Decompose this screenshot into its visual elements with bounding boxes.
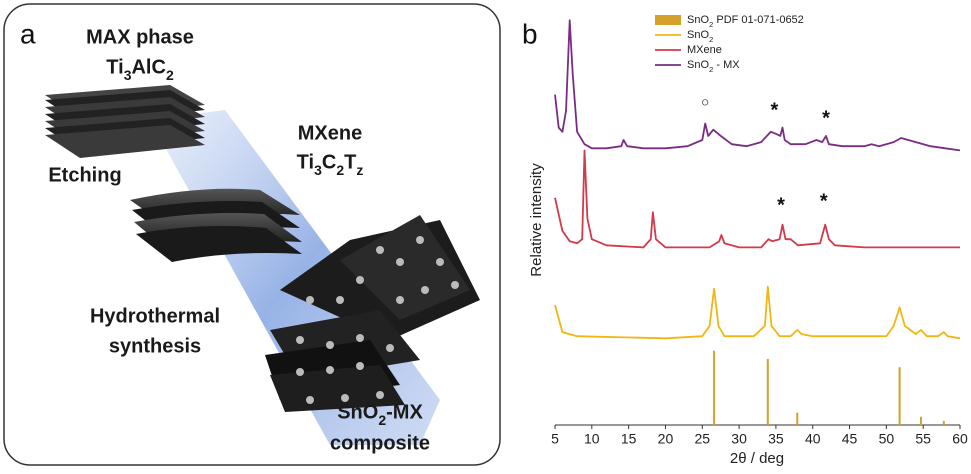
legend-swatch bbox=[655, 15, 681, 25]
xrd-curve bbox=[554, 285, 961, 340]
legend-label: MXene bbox=[687, 44, 722, 56]
x-tick-label: 35 bbox=[768, 431, 784, 447]
step-label: Etching bbox=[48, 164, 121, 186]
reference-peak bbox=[713, 350, 716, 425]
peak-annotation: * bbox=[822, 108, 830, 130]
x-axis-label: 2θ / deg bbox=[730, 450, 784, 467]
panel-label: b bbox=[522, 18, 538, 49]
x-tick-label: 50 bbox=[879, 431, 895, 447]
y-axis-label: Relative intensity bbox=[528, 163, 545, 277]
step-label: synthesis bbox=[109, 335, 201, 357]
peak-annotation: * bbox=[777, 194, 785, 216]
xrd-curve bbox=[554, 19, 961, 152]
x-tick-label: 25 bbox=[694, 431, 710, 447]
max-title: MAX phase bbox=[86, 26, 194, 48]
x-tick-label: 10 bbox=[584, 431, 600, 447]
x-tick-label: 55 bbox=[915, 431, 931, 447]
step-label: Hydrothermal bbox=[90, 305, 220, 327]
legend-label: SnO2 bbox=[687, 29, 713, 44]
x-tick-label: 20 bbox=[658, 431, 674, 447]
x-tick-label: 45 bbox=[842, 431, 858, 447]
peak-annotation: * bbox=[771, 99, 779, 121]
panel-b: b Relative intensity 2θ / deg 5 10 15 20 25 3… bbox=[522, 14, 968, 467]
reference-peak bbox=[898, 367, 901, 425]
product-label: composite bbox=[330, 432, 430, 454]
composite-sheets bbox=[265, 215, 480, 412]
reference-peak bbox=[919, 416, 922, 425]
max-stack bbox=[45, 85, 205, 158]
x-tick-label: 30 bbox=[731, 431, 747, 447]
peak-annotation: * bbox=[820, 190, 828, 212]
x-tick-label: 40 bbox=[805, 431, 821, 447]
reference-peak bbox=[942, 420, 945, 425]
xrd-curve bbox=[554, 149, 960, 249]
panel-a: a MAX phase Ti3AlC2 MXene Ti3C2Tz Etchin… bbox=[3, 3, 501, 466]
x-tick-label: 15 bbox=[621, 431, 637, 447]
mxene-title: MXene bbox=[298, 122, 362, 144]
peak-annotation: ○ bbox=[701, 94, 709, 110]
panel-label: a bbox=[20, 18, 36, 49]
reference-peak bbox=[796, 412, 799, 425]
legend-label: SnO2 PDF 01-071-0652 bbox=[687, 14, 804, 29]
legend-label: SnO2 - MX bbox=[687, 59, 740, 74]
x-tick-label: 5 bbox=[551, 431, 559, 447]
mxene-stack bbox=[130, 188, 302, 262]
reference-peak bbox=[766, 358, 769, 425]
x-tick-label: 60 bbox=[952, 431, 968, 447]
